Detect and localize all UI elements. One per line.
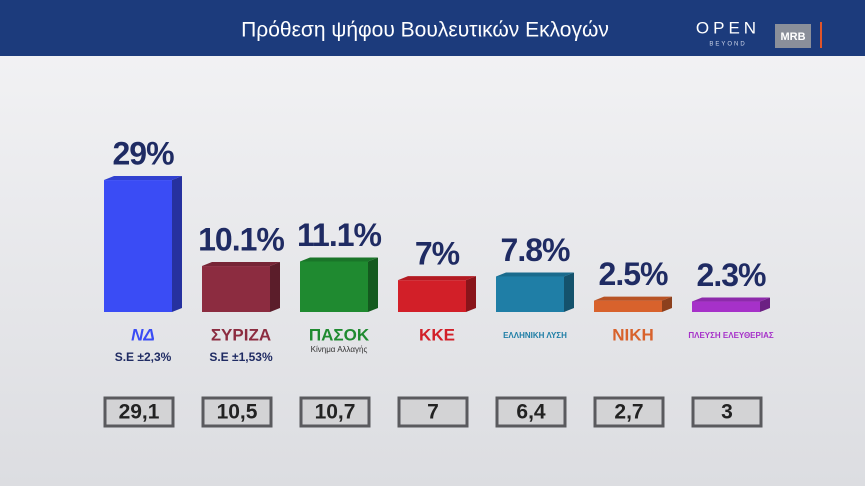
party-logo: ΕΛΛΗΝΙΚΗ ΛΥΣΗ <box>503 331 567 340</box>
bar-side <box>466 276 476 312</box>
pollster-box <box>775 24 811 48</box>
bar-top <box>202 262 280 267</box>
party-logo: ΝΔ <box>131 325 155 344</box>
bar-top <box>300 257 378 262</box>
party-logo: ΚΚΕ <box>419 325 455 344</box>
bar <box>398 280 466 312</box>
value-label: 2.5% <box>599 256 668 292</box>
bar-side <box>760 297 770 312</box>
brand: OPEN <box>696 18 760 37</box>
bar <box>594 300 662 312</box>
header-bar <box>0 0 865 56</box>
previous-box <box>397 396 469 428</box>
value-label: 11.1% <box>297 217 382 253</box>
bar-side <box>172 176 182 312</box>
bar-side <box>270 262 280 312</box>
previous-value: 7 <box>427 401 439 424</box>
previous-value: 10,7 <box>315 401 356 424</box>
previous-box <box>299 396 371 428</box>
previous-value: 3 <box>721 401 733 424</box>
party-sublabel: Κίνημα Αλλαγής <box>311 345 368 354</box>
bar-top <box>398 276 476 281</box>
brand-sub: BEYOND <box>709 42 746 48</box>
standard-error: S.E ±1,53% <box>209 350 273 364</box>
previous-box <box>201 396 273 428</box>
title: Πρόθεση ψήφου Βουλευτικών Εκλογών <box>241 19 609 42</box>
previous-value: 10,5 <box>217 401 258 424</box>
value-label: 2.3% <box>697 257 766 293</box>
bar-top <box>594 296 672 301</box>
bar <box>496 276 564 312</box>
previous-box <box>103 396 175 428</box>
previous-box <box>691 396 763 428</box>
value-label: 10.1% <box>198 221 284 257</box>
value-label: 7.8% <box>501 232 570 268</box>
standard-error: S.E ±2,3% <box>115 350 172 364</box>
party-logo: ΠΛΕΥΣΗ ΕΛΕΥΘΕΡΙΑΣ <box>688 331 774 340</box>
previous-value: 6,4 <box>516 401 546 424</box>
bar-top <box>104 176 182 181</box>
bar-top <box>496 272 574 277</box>
previous-value: 29,1 <box>119 401 160 424</box>
party-logo: ΠΑΣΟΚ <box>309 325 370 344</box>
bar-side <box>564 272 574 312</box>
bar-top <box>692 297 770 302</box>
previous-box <box>593 396 665 428</box>
bar <box>104 180 172 312</box>
party-logo: ΣΥΡΙΖΑ <box>211 325 271 344</box>
bar-side <box>368 257 378 312</box>
pollster: MRB <box>780 31 805 43</box>
bar <box>202 266 270 312</box>
bar-side <box>662 296 672 312</box>
previous-box <box>495 396 567 428</box>
bar <box>692 301 760 312</box>
value-label: 29% <box>112 136 174 172</box>
bar <box>300 261 368 312</box>
party-logo: ΝΙΚΗ <box>612 325 654 344</box>
value-label: 7% <box>415 236 460 272</box>
previous-value: 2,7 <box>614 401 643 424</box>
